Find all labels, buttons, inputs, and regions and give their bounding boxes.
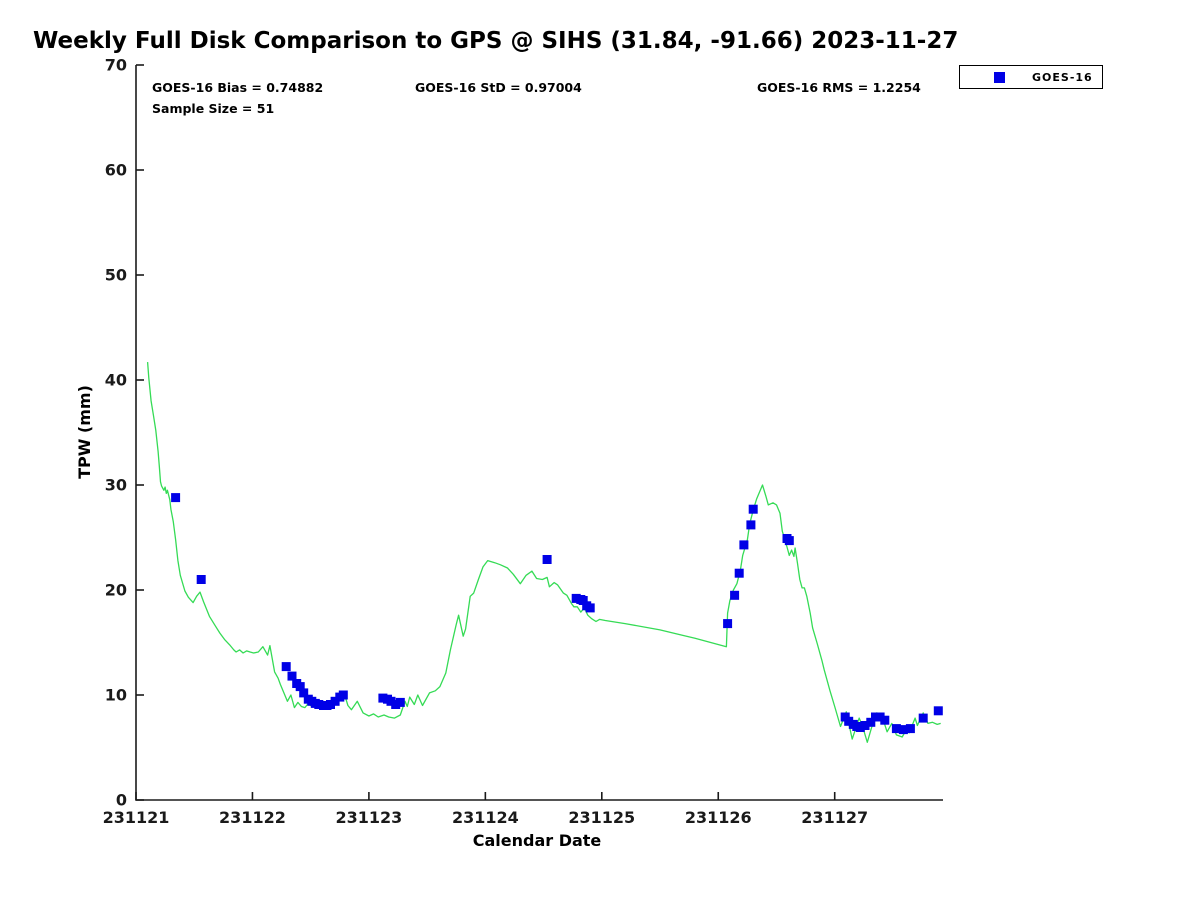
goes16-marker — [891, 724, 901, 734]
goes16-marker — [734, 568, 744, 578]
goes16-marker — [338, 690, 348, 700]
y-tick-label: 40 — [105, 371, 127, 390]
y-tick-label: 20 — [105, 581, 127, 600]
goes16-marker — [871, 712, 880, 722]
legend-entry-label: GOES-16 — [1032, 70, 1093, 84]
goes16-marker — [585, 603, 595, 613]
x-tick-label: 231126 — [685, 808, 752, 827]
goes16-marker — [855, 723, 865, 732]
y-tick-label: 0 — [116, 791, 127, 810]
goes16-marker — [171, 493, 181, 503]
goes16-marker — [723, 619, 733, 629]
legend-square-marker-icon — [994, 71, 1005, 83]
stat-rms: GOES-16 RMS = 1.2254 — [757, 80, 921, 95]
y-tick-label: 50 — [105, 266, 127, 285]
goes16-marker — [391, 700, 401, 709]
x-axis-label: Calendar Date — [472, 831, 602, 850]
x-axis-ticks: 231121 231122 231123 231124 231125 231126 2311… — [103, 792, 868, 827]
goes16-marker — [866, 717, 876, 727]
goes16-marker — [571, 593, 581, 603]
goes16-marker — [875, 712, 885, 722]
y-axis-ticks: 0 10 20 30 40 50 60 70 — [105, 56, 144, 810]
goes16-marker — [196, 575, 206, 584]
axes-spines — [135, 65, 943, 801]
x-tick-label: 231125 — [568, 808, 635, 827]
goes16-marker — [287, 671, 297, 681]
goes16-marker — [880, 715, 890, 725]
goes16-marker — [314, 700, 324, 709]
stat-std: GOES-16 StD = 0.97004 — [415, 80, 582, 95]
goes16-marker — [860, 721, 870, 730]
stat-bias: GOES-16 Bias = 0.74882 — [152, 80, 324, 95]
goes16-markers — [171, 493, 943, 735]
y-axis-label: TPW (mm) — [75, 385, 94, 479]
goes16-marker — [578, 596, 588, 605]
legend: GOES-16 — [959, 65, 1103, 89]
goes16-marker — [933, 706, 943, 716]
gps-tpw-line — [146, 362, 941, 743]
chart-title: Weekly Full Disk Comparison to GPS @ SIH… — [33, 28, 959, 54]
y-tick-label: 30 — [105, 476, 127, 495]
y-tick-label: 60 — [105, 161, 127, 180]
x-tick-label: 231124 — [452, 808, 519, 827]
goes16-marker — [918, 713, 928, 723]
goes16-marker — [378, 693, 388, 703]
goes16-marker — [898, 725, 908, 735]
goes16-marker — [784, 536, 794, 546]
goes16-marker — [746, 520, 756, 530]
goes16-marker — [281, 662, 291, 672]
x-tick-label: 231123 — [336, 808, 403, 827]
x-tick-label: 231127 — [801, 808, 868, 827]
y-tick-label: 10 — [105, 686, 127, 705]
goes16-marker — [542, 555, 552, 564]
goes16-marker — [739, 540, 749, 550]
y-tick-label: 70 — [105, 56, 127, 75]
goes16-marker — [748, 504, 758, 514]
goes16-marker — [326, 700, 335, 709]
goes16-marker — [730, 590, 740, 600]
goes16-marker — [395, 697, 405, 707]
goes16-marker — [295, 682, 305, 692]
goes16-marker — [330, 696, 340, 706]
goes16-marker — [299, 688, 309, 698]
goes16-marker — [905, 724, 915, 734]
stat-sample-size: Sample Size = 51 — [152, 101, 275, 116]
goes16-marker — [844, 716, 854, 726]
x-tick-label: 231122 — [219, 808, 286, 827]
x-tick-label: 231121 — [103, 808, 170, 827]
goes16-marker — [386, 696, 396, 706]
